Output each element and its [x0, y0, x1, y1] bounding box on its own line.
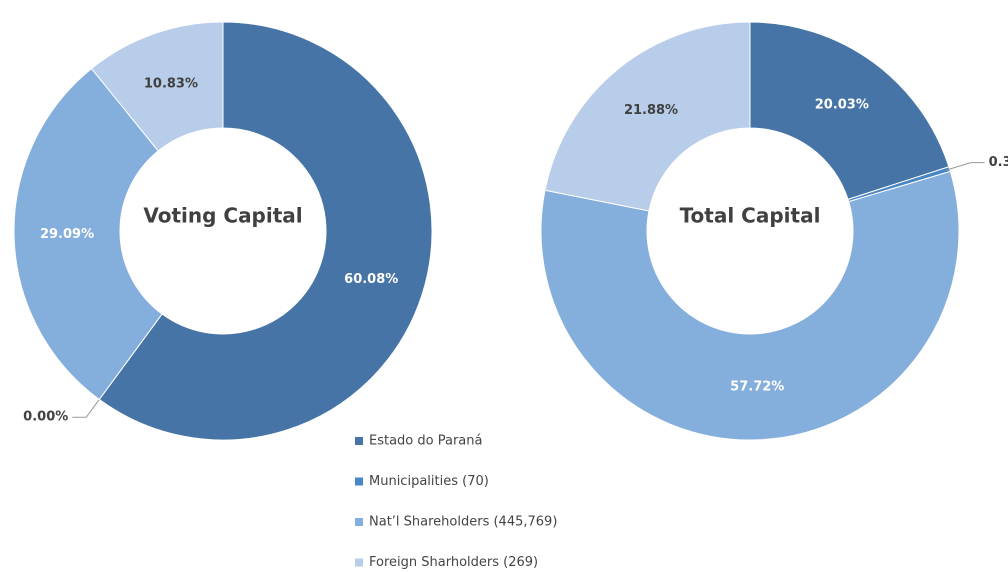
legend-swatch: [355, 558, 363, 567]
data-label: 10.83%: [144, 76, 198, 91]
legend-label: Nat’l Shareholders (445,769): [369, 515, 557, 530]
donut-segment: [13, 67, 163, 401]
legend-swatch: [355, 437, 363, 445]
data-label: 0.00%: [23, 410, 68, 425]
donut-segment: [540, 170, 960, 441]
data-label: 0.37%: [989, 155, 1008, 170]
donut-segment: [90, 21, 224, 152]
data-label: 29.09%: [40, 227, 94, 242]
legend-label: Foreign Sharholders (269): [369, 555, 538, 570]
donut-segment: [749, 21, 950, 200]
data-label: 20.03%: [815, 97, 869, 112]
legend-label: Estado do Paraná: [369, 434, 482, 449]
donut-segment: [544, 21, 751, 212]
legend-swatch: [355, 477, 363, 486]
donut-title: Total Capital: [680, 204, 821, 228]
data-label: 57.72%: [730, 379, 784, 394]
legend-label: Municipalities (70): [369, 474, 489, 489]
leader-line: [72, 396, 102, 418]
leader-line: [946, 162, 985, 171]
legend-swatch: [355, 518, 363, 526]
donut-segment: [98, 21, 433, 441]
data-label: 60.08%: [344, 272, 398, 287]
donut-title: Voting Capital: [143, 204, 302, 228]
data-label: 21.88%: [624, 103, 678, 118]
